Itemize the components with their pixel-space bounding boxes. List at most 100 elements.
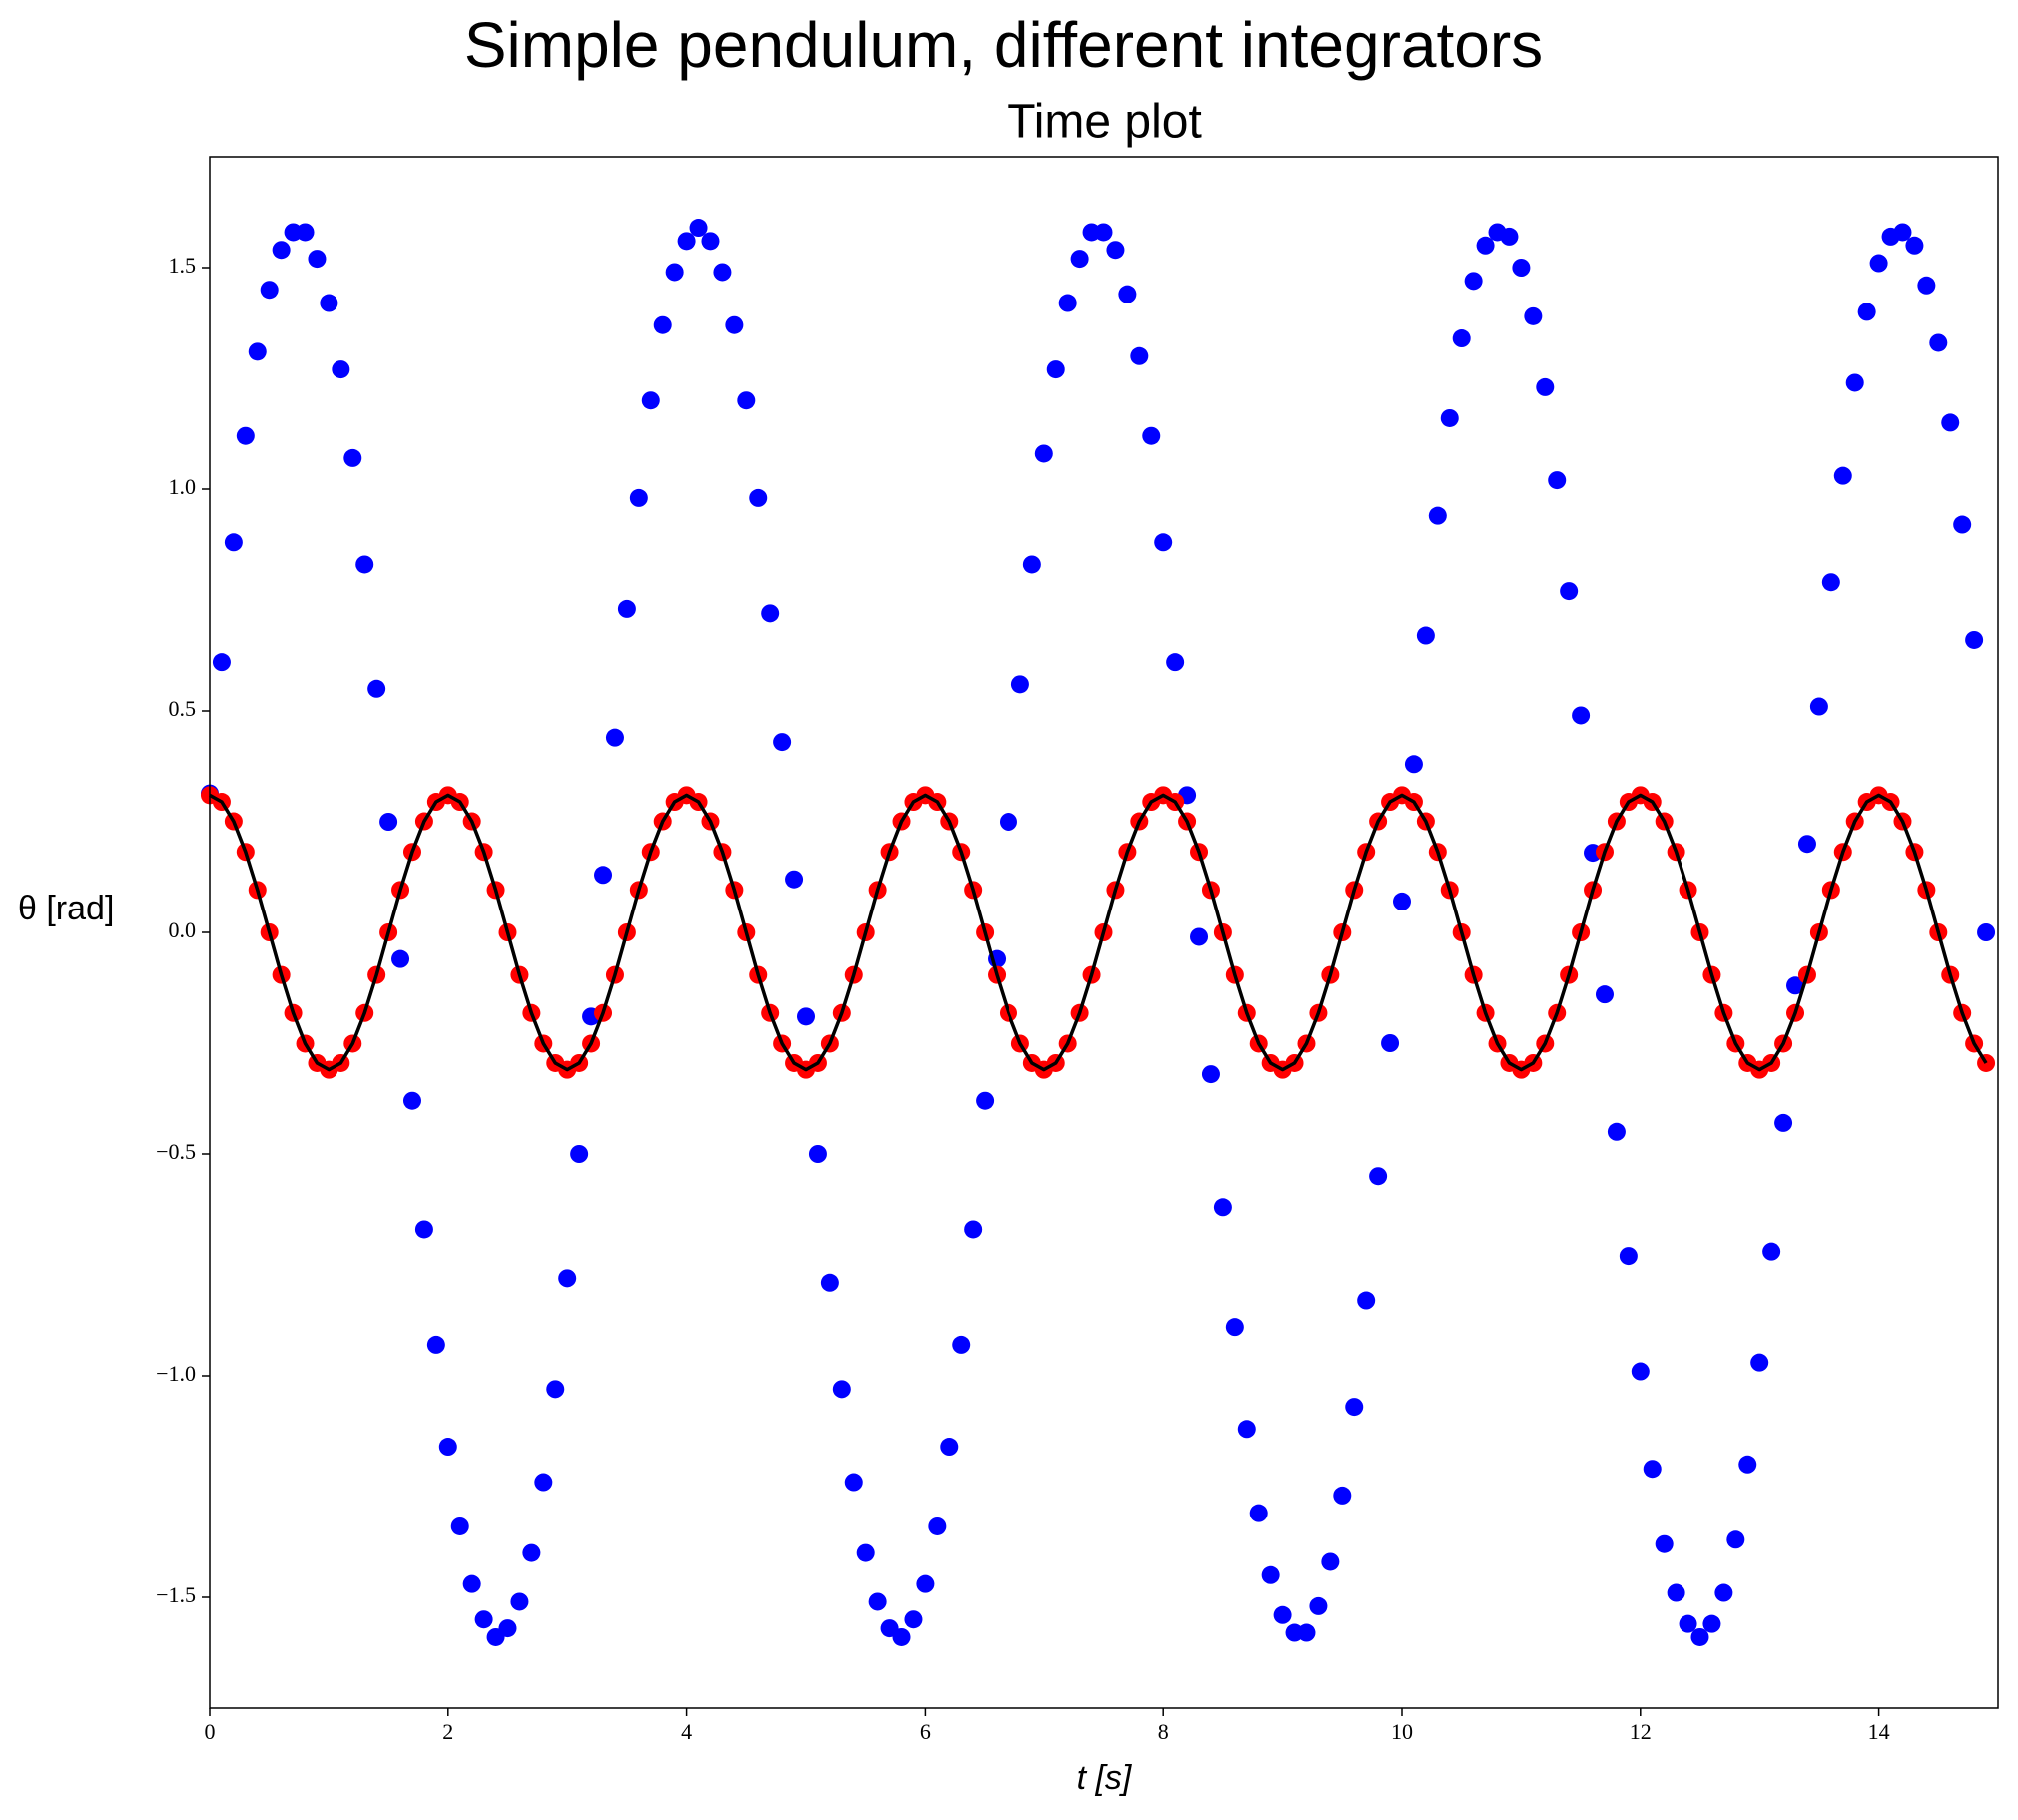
data-point xyxy=(570,1145,589,1163)
data-point xyxy=(1929,333,1948,352)
data-point xyxy=(605,728,624,747)
data-point xyxy=(1190,927,1209,946)
data-point xyxy=(653,315,672,334)
x-tick-label: 6 xyxy=(920,1719,931,1744)
data-point xyxy=(1297,1623,1316,1642)
data-point xyxy=(332,360,350,379)
data-point xyxy=(1452,329,1471,348)
data-point xyxy=(964,1220,983,1239)
data-point xyxy=(665,263,684,282)
x-tick-label: 8 xyxy=(1158,1719,1169,1744)
data-point xyxy=(1154,533,1173,552)
data-point xyxy=(1416,626,1435,645)
data-point xyxy=(1010,675,1029,694)
data-point xyxy=(236,426,255,445)
data-point xyxy=(737,391,756,410)
y-tick-label: −1.5 xyxy=(156,1582,196,1607)
data-point xyxy=(1249,1504,1268,1522)
data-point xyxy=(1607,1122,1626,1141)
data-point xyxy=(1690,1627,1709,1646)
data-point xyxy=(1809,697,1828,716)
data-point xyxy=(414,1220,433,1239)
data-point xyxy=(1369,1167,1388,1186)
data-point xyxy=(1845,373,1864,392)
data-point xyxy=(820,1273,839,1292)
data-point xyxy=(677,232,696,251)
data-point xyxy=(1022,555,1041,574)
data-point xyxy=(1201,1065,1220,1084)
data-point xyxy=(1393,892,1411,910)
data-point xyxy=(701,232,720,251)
data-point xyxy=(689,219,708,238)
data-point xyxy=(522,1543,541,1562)
data-point xyxy=(1225,1318,1244,1337)
data-point xyxy=(1237,1420,1256,1439)
data-point xyxy=(248,342,267,361)
data-point xyxy=(1726,1530,1745,1549)
data-point xyxy=(1261,1565,1280,1584)
data-point xyxy=(1536,377,1555,396)
y-tick-label: 0.5 xyxy=(169,696,197,721)
data-point xyxy=(1679,1614,1697,1633)
data-point xyxy=(797,1007,815,1026)
data-point xyxy=(916,1574,935,1593)
data-point xyxy=(1702,1614,1721,1633)
plot-frame xyxy=(209,156,1999,1709)
data-point xyxy=(1762,1242,1781,1261)
data-point xyxy=(558,1269,577,1288)
x-tick-label: 2 xyxy=(442,1719,453,1744)
data-point xyxy=(1953,515,1972,534)
data-point xyxy=(1572,706,1591,725)
data-point xyxy=(1321,1552,1340,1571)
data-point xyxy=(1345,1398,1364,1417)
data-point xyxy=(212,653,231,672)
data-point xyxy=(1476,236,1495,255)
data-line xyxy=(209,793,1988,1072)
data-point xyxy=(1106,241,1125,260)
x-tick-label: 0 xyxy=(205,1719,216,1744)
data-point xyxy=(1440,408,1459,427)
data-point xyxy=(546,1380,565,1399)
data-point xyxy=(1070,250,1089,269)
y-tick-label: 0.0 xyxy=(169,917,197,942)
chart-title: Simple pendulum, different integrators xyxy=(464,9,1543,81)
data-point xyxy=(1404,755,1423,774)
data-point xyxy=(1941,413,1960,432)
data-point xyxy=(1833,466,1852,485)
data-point xyxy=(928,1517,947,1535)
data-point xyxy=(641,391,660,410)
data-point xyxy=(367,679,386,698)
data-point xyxy=(1631,1362,1650,1381)
data-point xyxy=(1560,582,1579,601)
data-point xyxy=(1643,1460,1662,1479)
data-point xyxy=(1381,1034,1400,1052)
data-point xyxy=(940,1438,959,1457)
data-point xyxy=(1273,1605,1292,1624)
data-point xyxy=(1905,236,1924,255)
data-point xyxy=(296,223,315,242)
data-point xyxy=(1130,346,1149,365)
data-point xyxy=(1500,227,1519,246)
y-axis-label: θ [rad] xyxy=(18,890,114,927)
data-point xyxy=(999,813,1017,831)
x-tick-label: 10 xyxy=(1391,1719,1413,1744)
x-tick-label: 12 xyxy=(1630,1719,1652,1744)
data-point xyxy=(260,281,279,300)
y-tick-label: 1.0 xyxy=(169,474,197,499)
data-point xyxy=(1428,506,1447,525)
data-point xyxy=(1595,985,1614,1004)
data-point xyxy=(1512,259,1531,277)
data-point xyxy=(1309,1596,1328,1615)
data-point xyxy=(402,1091,421,1110)
data-point xyxy=(1094,223,1113,242)
data-point xyxy=(904,1610,923,1629)
data-point xyxy=(1058,294,1077,312)
data-point xyxy=(1142,426,1161,445)
data-point xyxy=(1034,444,1053,463)
data-point xyxy=(1893,223,1912,242)
data-point xyxy=(1619,1247,1638,1266)
data-point xyxy=(1750,1353,1769,1372)
data-point xyxy=(1857,303,1876,321)
data-point xyxy=(498,1619,517,1638)
